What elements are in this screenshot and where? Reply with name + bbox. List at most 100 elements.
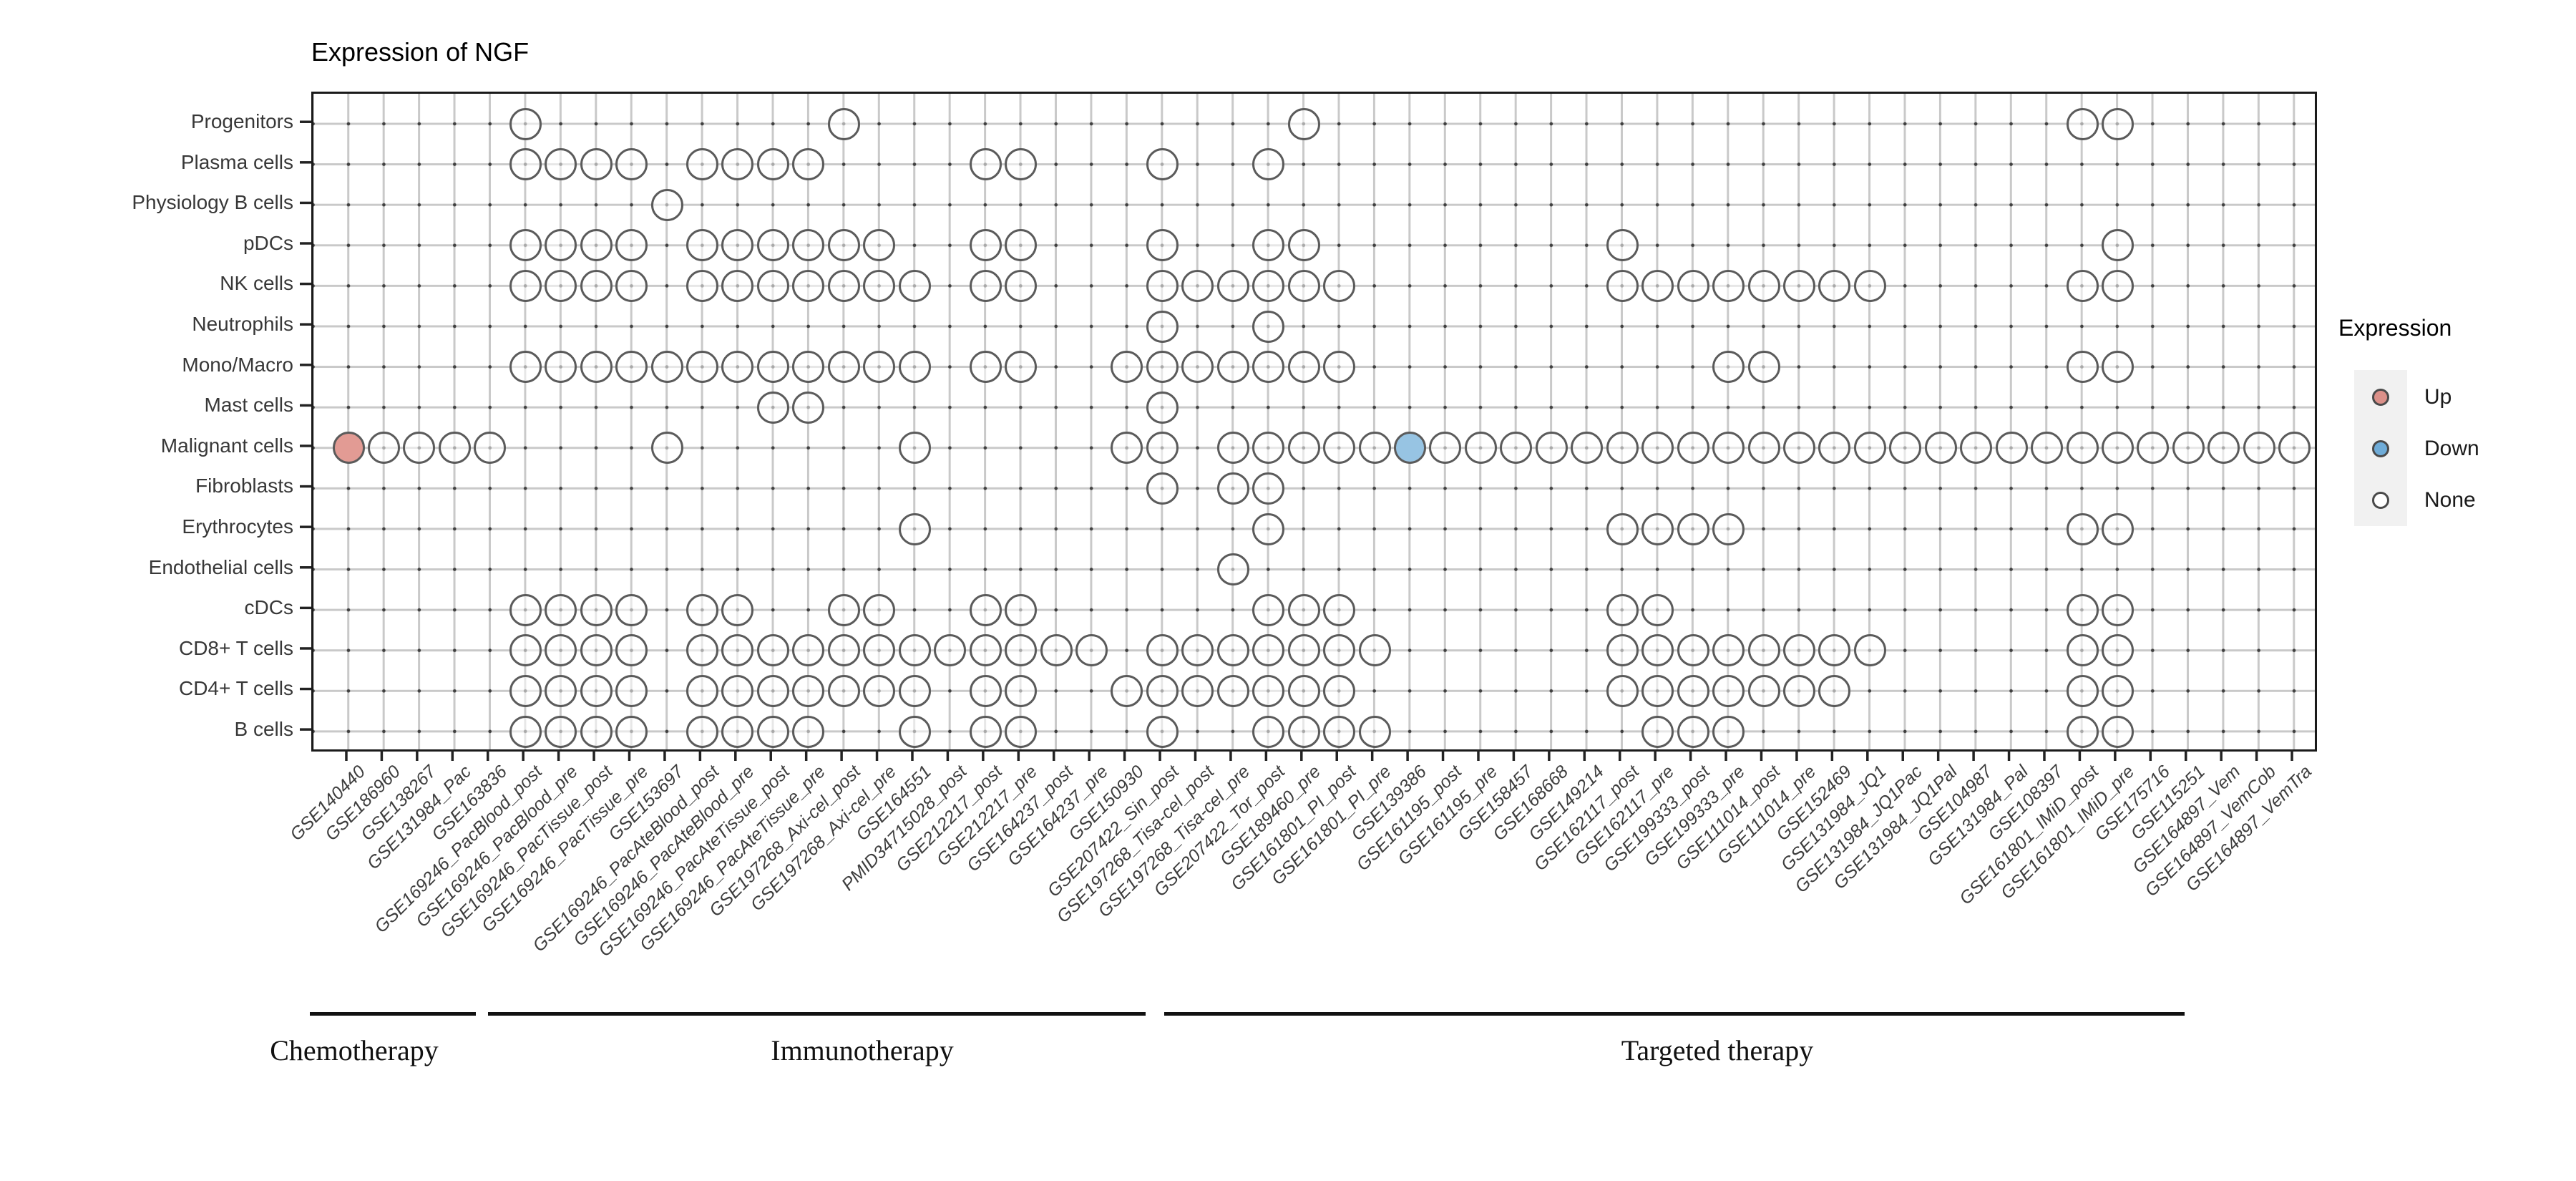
expression-dot-none — [509, 269, 542, 302]
expression-dot-none — [1252, 593, 1285, 626]
expression-dot-none — [1216, 351, 1249, 384]
expression-dot-none — [1181, 351, 1214, 384]
expression-dot-none — [898, 715, 931, 748]
expression-dot-none — [1252, 634, 1285, 667]
expression-dot-none — [1287, 269, 1320, 302]
expression-dot-none — [1146, 432, 1179, 465]
expression-dot-none — [509, 229, 542, 262]
expression-dot-none — [1287, 432, 1320, 465]
expression-dot-none — [2278, 432, 2311, 465]
expression-dot-none — [1747, 634, 1780, 667]
expression-dot-none — [1853, 432, 1886, 465]
expression-dot-none — [2031, 432, 2064, 465]
expression-dot-none — [1606, 634, 1639, 667]
expression-dot-none — [898, 432, 931, 465]
expression-dot-none — [1606, 229, 1639, 262]
expression-dot-none — [1146, 634, 1179, 667]
expression-dot-none — [1005, 674, 1038, 707]
expression-dot-none — [1216, 472, 1249, 505]
expression-dot-none — [1641, 634, 1674, 667]
expression-dot-none — [1641, 715, 1674, 748]
expression-dot-none — [1252, 310, 1285, 343]
expression-dot-none — [1818, 674, 1851, 707]
expression-dot-none — [756, 229, 789, 262]
expression-dot-none — [580, 269, 613, 302]
y-axis-label: NK cells — [220, 272, 293, 295]
expression-dot-none — [756, 634, 789, 667]
expression-dot-none — [1712, 715, 1745, 748]
expression-dot-none — [1146, 351, 1179, 384]
expression-dot-none — [1252, 715, 1285, 748]
legend-title: Expression — [2338, 315, 2452, 341]
expression-dot-none — [827, 351, 860, 384]
expression-dot-none — [2102, 229, 2134, 262]
expression-dot-none — [1606, 432, 1639, 465]
expression-dot-none — [686, 148, 718, 181]
expression-dot-none — [1146, 472, 1179, 505]
expression-dot-none — [969, 148, 1002, 181]
plot-area — [311, 92, 2317, 752]
expression-dot-none — [1252, 351, 1285, 384]
expression-dot-none — [545, 634, 577, 667]
y-axis-label: Mast cells — [204, 394, 293, 417]
expression-dot-none — [827, 634, 860, 667]
expression-dot-none — [2066, 674, 2099, 707]
expression-dot-none — [580, 715, 613, 748]
expression-dot-none — [1111, 351, 1143, 384]
expression-dot-none — [438, 432, 471, 465]
y-axis-label: Erythrocytes — [182, 515, 293, 538]
expression-dot-none — [1323, 634, 1356, 667]
expression-dot-none — [1818, 432, 1851, 465]
y-axis-label: B cells — [234, 718, 293, 740]
expression-dot-none — [1712, 634, 1745, 667]
expression-dot-none — [756, 269, 789, 302]
expression-dot-none — [1287, 634, 1320, 667]
expression-dot-none — [1818, 269, 1851, 302]
legend-down-icon — [2372, 440, 2389, 457]
expression-dot-none — [545, 148, 577, 181]
expression-dot-none — [1358, 432, 1391, 465]
y-axis-label: Progenitors — [190, 110, 293, 132]
legend-up-label: Up — [2424, 385, 2452, 409]
expression-dot-none — [898, 674, 931, 707]
expression-dot-none — [2102, 107, 2134, 140]
expression-dot-none — [1606, 674, 1639, 707]
expression-dot-none — [2066, 107, 2099, 140]
group-line-chemotherapy — [310, 1012, 476, 1016]
expression-dot-none — [1429, 432, 1462, 465]
expression-dot-none — [1005, 634, 1038, 667]
expression-dot-none — [1216, 432, 1249, 465]
expression-dot-none — [1252, 269, 1285, 302]
expression-dot-none — [2102, 432, 2134, 465]
chart-title: Expression of NGF — [311, 37, 530, 67]
expression-dot-none — [1252, 432, 1285, 465]
expression-dot-none — [756, 674, 789, 707]
expression-dot-none — [827, 674, 860, 707]
expression-dot-none — [686, 674, 718, 707]
y-axis-ticks — [300, 92, 311, 747]
expression-dot-none — [2102, 351, 2134, 384]
expression-dot-none — [1889, 432, 1922, 465]
expression-dot-none — [969, 634, 1002, 667]
expression-dot-none — [792, 391, 825, 424]
expression-dot-none — [1747, 351, 1780, 384]
expression-dot-none — [863, 269, 896, 302]
expression-dot-none — [474, 432, 507, 465]
expression-dot-none — [1216, 553, 1249, 586]
expression-dot-none — [1641, 512, 1674, 545]
expression-dot-none — [615, 351, 648, 384]
expression-dot-none — [1358, 715, 1391, 748]
expression-dot-none — [792, 229, 825, 262]
expression-dot-none — [792, 148, 825, 181]
expression-dot-none — [1677, 432, 1709, 465]
expression-dot-none — [1146, 269, 1179, 302]
expression-dot-none — [1287, 107, 1320, 140]
expression-dot-none — [1782, 432, 1815, 465]
expression-dot-none — [1747, 674, 1780, 707]
expression-dot-none — [1358, 634, 1391, 667]
expression-dot-none — [721, 634, 754, 667]
expression-dot-none — [1782, 634, 1815, 667]
expression-dot-none — [2066, 593, 2099, 626]
expression-dot-none — [580, 148, 613, 181]
expression-dot-none — [1005, 593, 1038, 626]
